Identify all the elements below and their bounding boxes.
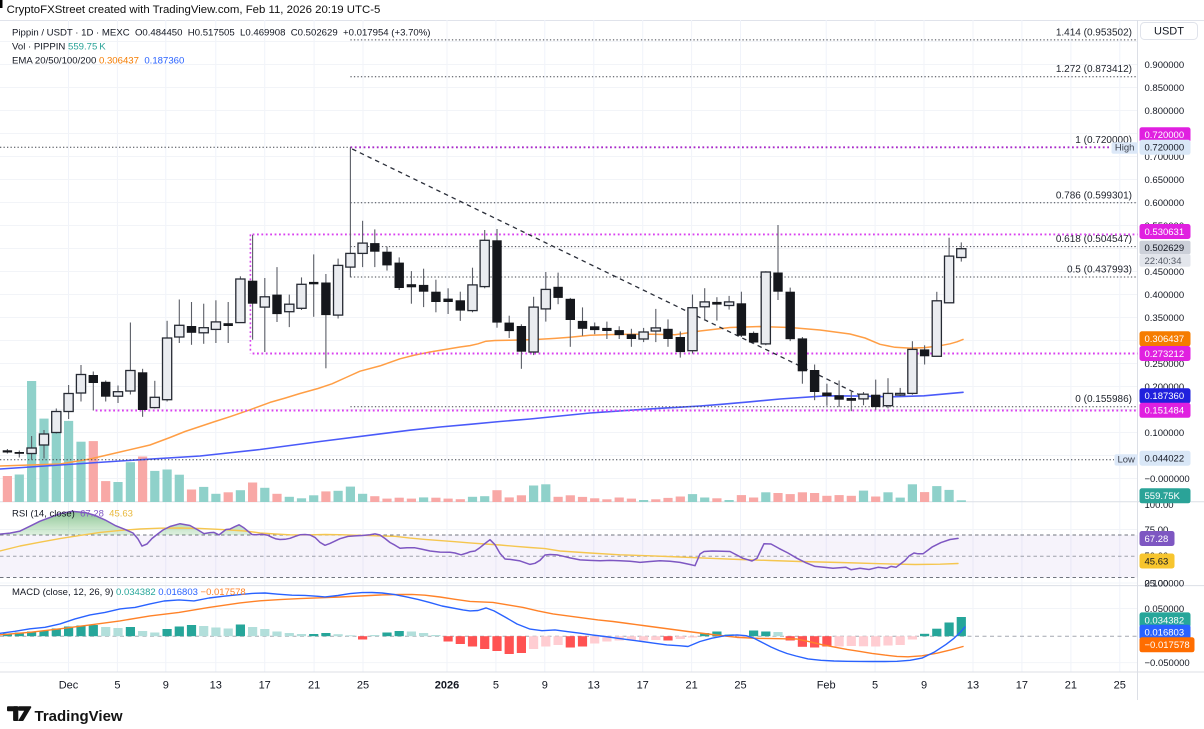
svg-text:0.502629: 0.502629 [1145, 243, 1185, 254]
svg-text:0.720000: 0.720000 [1145, 143, 1185, 154]
svg-text:−0.000000: −0.000000 [1145, 474, 1190, 485]
svg-text:25.00: 25.00 [1145, 578, 1169, 589]
svg-text:21: 21 [1065, 680, 1077, 692]
svg-text:Vol · PIPPIN 559.75 K: Vol · PIPPIN 559.75 K [12, 42, 106, 53]
svg-text:13: 13 [210, 680, 222, 692]
svg-text:0.650000: 0.650000 [1145, 175, 1185, 186]
svg-text:17: 17 [637, 680, 649, 692]
svg-text:0 (0.155986): 0 (0.155986) [1075, 394, 1132, 405]
svg-text:25: 25 [734, 680, 746, 692]
svg-text:5: 5 [872, 680, 878, 692]
svg-text:21: 21 [685, 680, 697, 692]
svg-text:5: 5 [114, 680, 120, 692]
svg-text:0.151484: 0.151484 [1145, 406, 1185, 417]
svg-text:MACD (close, 12, 26, 9) 0.0343: MACD (close, 12, 26, 9) 0.034382 0.01680… [12, 587, 246, 598]
svg-text:45.63: 45.63 [1145, 556, 1169, 567]
svg-text:0.350000: 0.350000 [1145, 313, 1185, 324]
svg-text:0.200000: 0.200000 [1145, 382, 1185, 393]
svg-text:22:40:34: 22:40:34 [1145, 256, 1182, 267]
svg-text:High: High [1115, 143, 1135, 154]
svg-text:−0.050000: −0.050000 [1145, 658, 1190, 669]
svg-text:−0.017578: −0.017578 [1145, 640, 1190, 651]
svg-text:EMA 20/50/100/200 0.306437 0.: EMA 20/50/100/200 0.306437 0.187360 [12, 56, 184, 67]
svg-text:17: 17 [259, 680, 271, 692]
svg-text:67.28: 67.28 [1145, 534, 1169, 545]
svg-text:0.800000: 0.800000 [1145, 106, 1185, 117]
svg-text:9: 9 [163, 680, 169, 692]
svg-text:0.273212: 0.273212 [1145, 349, 1185, 360]
svg-text:0.034382: 0.034382 [1145, 615, 1185, 626]
svg-text:5: 5 [493, 680, 499, 692]
svg-text:0.618 (0.504547): 0.618 (0.504547) [1056, 234, 1132, 245]
svg-text:RSI (14, close) 67.28 45.63: RSI (14, close) 67.28 45.63 [12, 509, 133, 520]
svg-text:13: 13 [588, 680, 600, 692]
svg-text:1.272 (0.873412): 1.272 (0.873412) [1056, 64, 1132, 75]
svg-text:0.016803: 0.016803 [1145, 628, 1185, 639]
svg-text:9: 9 [542, 680, 548, 692]
svg-text:0.450000: 0.450000 [1145, 267, 1185, 278]
svg-text:0.850000: 0.850000 [1145, 83, 1185, 94]
svg-text:1.414 (0.953502): 1.414 (0.953502) [1056, 27, 1132, 38]
svg-text:CryptoFXStreet created with Tr: CryptoFXStreet created with TradingView.… [7, 4, 381, 16]
svg-text:21: 21 [308, 680, 320, 692]
svg-text:25: 25 [1114, 680, 1126, 692]
svg-text:2026: 2026 [435, 680, 459, 692]
svg-text:0.187360: 0.187360 [1145, 391, 1185, 402]
svg-text:0.600000: 0.600000 [1145, 198, 1185, 209]
svg-text:0.044022: 0.044022 [1145, 454, 1185, 465]
svg-text:0.400000: 0.400000 [1145, 290, 1185, 301]
svg-text:0.100000: 0.100000 [1145, 579, 1185, 590]
svg-text:0.720000: 0.720000 [1145, 130, 1185, 141]
svg-text:0.306437: 0.306437 [1145, 334, 1185, 345]
svg-text:1 (0.720000): 1 (0.720000) [1075, 135, 1132, 146]
svg-text:Pippin / USDT · 1D · MEXC O0.: Pippin / USDT · 1D · MEXC O0.484450 H0.5… [12, 28, 431, 39]
svg-text:9: 9 [921, 680, 927, 692]
svg-text:100.00: 100.00 [1145, 500, 1174, 511]
svg-text:13: 13 [967, 680, 979, 692]
svg-text:0.250000: 0.250000 [1145, 359, 1185, 370]
svg-text:0.100000: 0.100000 [1145, 428, 1185, 439]
svg-text:USDT: USDT [1154, 26, 1184, 38]
svg-text:0.700000: 0.700000 [1145, 152, 1185, 163]
svg-text:Low: Low [1117, 455, 1135, 466]
svg-text:Feb: Feb [817, 680, 836, 692]
svg-text:17: 17 [1016, 680, 1028, 692]
svg-text:0.5 (0.437993): 0.5 (0.437993) [1067, 265, 1132, 276]
svg-text:0.900000: 0.900000 [1145, 60, 1185, 71]
svg-text:Dec: Dec [59, 680, 79, 692]
svg-text:0.786 (0.599301): 0.786 (0.599301) [1056, 190, 1132, 201]
svg-text:TradingView: TradingView [35, 708, 123, 725]
svg-text:75.00: 75.00 [1145, 525, 1169, 536]
svg-text:0.050000: 0.050000 [1145, 604, 1185, 615]
svg-text:559.75K: 559.75K [1145, 491, 1181, 502]
svg-text:0.530631: 0.530631 [1145, 227, 1185, 238]
svg-text:25: 25 [357, 680, 369, 692]
